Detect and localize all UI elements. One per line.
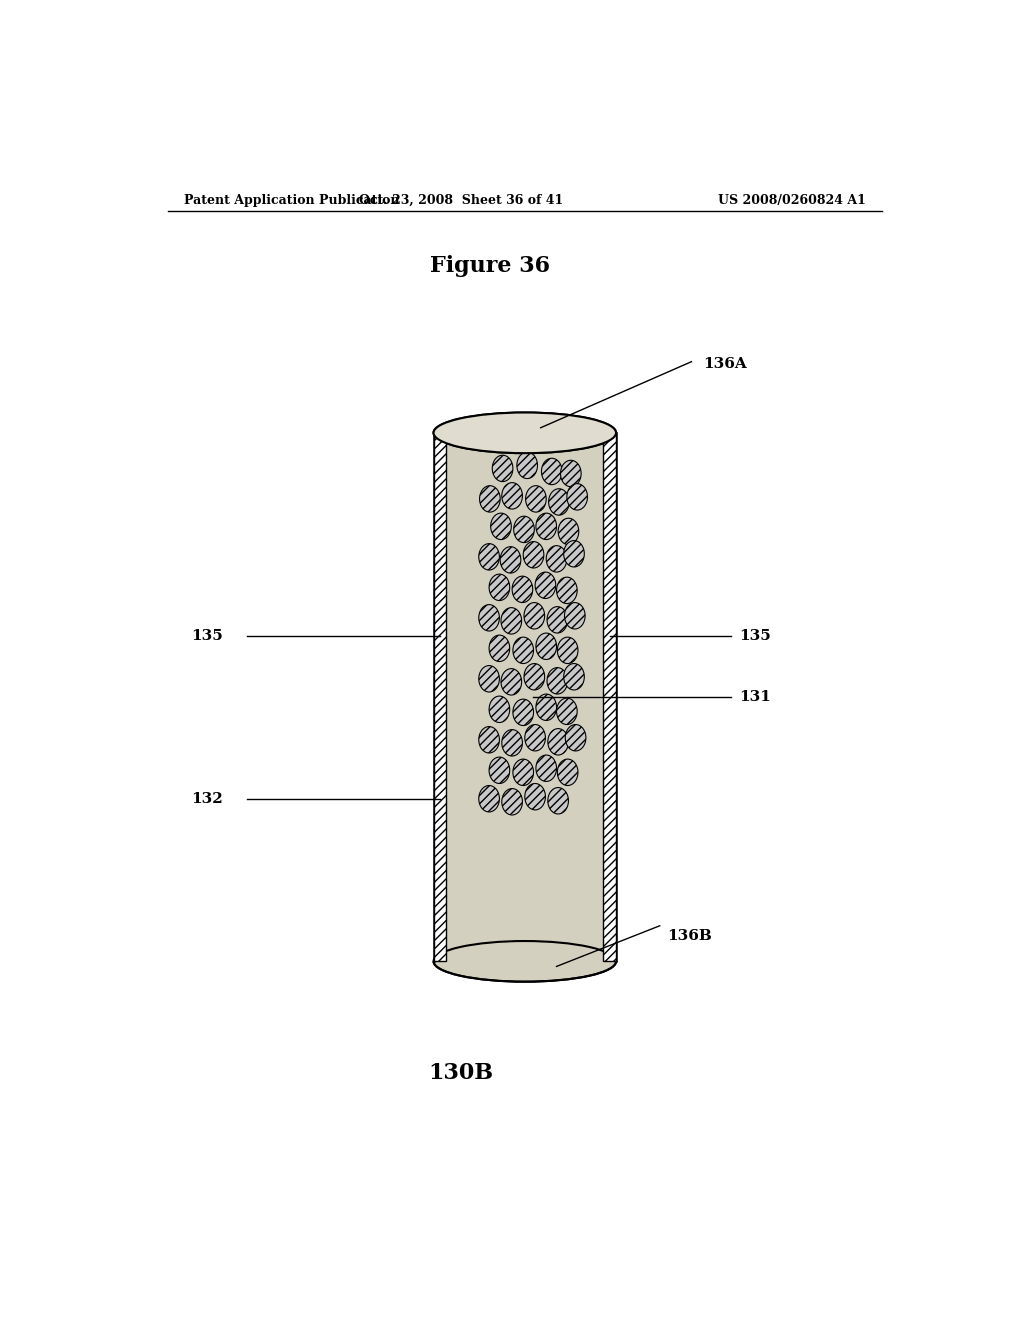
Ellipse shape — [536, 513, 557, 540]
Ellipse shape — [557, 577, 578, 603]
Ellipse shape — [500, 546, 521, 573]
Text: 132: 132 — [191, 792, 223, 805]
Ellipse shape — [564, 602, 585, 630]
Ellipse shape — [536, 694, 557, 721]
Ellipse shape — [557, 759, 578, 785]
Ellipse shape — [523, 541, 544, 568]
Ellipse shape — [557, 698, 578, 725]
Ellipse shape — [501, 669, 521, 696]
Text: 131: 131 — [739, 690, 771, 704]
Ellipse shape — [514, 516, 535, 543]
Ellipse shape — [563, 541, 585, 568]
Ellipse shape — [513, 700, 534, 726]
Ellipse shape — [490, 513, 511, 540]
Ellipse shape — [433, 413, 616, 453]
Ellipse shape — [502, 483, 522, 510]
Ellipse shape — [489, 696, 510, 722]
Ellipse shape — [524, 725, 546, 751]
Ellipse shape — [493, 455, 513, 482]
Ellipse shape — [489, 758, 510, 784]
Ellipse shape — [560, 461, 582, 487]
Text: Oct. 23, 2008  Sheet 36 of 41: Oct. 23, 2008 Sheet 36 of 41 — [359, 194, 563, 207]
Ellipse shape — [479, 544, 500, 570]
Ellipse shape — [479, 486, 500, 512]
Ellipse shape — [557, 638, 578, 664]
Text: 135: 135 — [739, 630, 771, 643]
Ellipse shape — [547, 668, 567, 694]
Ellipse shape — [542, 458, 562, 484]
Text: Figure 36: Figure 36 — [430, 255, 550, 277]
Ellipse shape — [536, 634, 557, 660]
Ellipse shape — [489, 574, 510, 601]
Ellipse shape — [433, 941, 616, 982]
Ellipse shape — [547, 607, 567, 634]
Bar — [433, 433, 616, 961]
Ellipse shape — [524, 784, 546, 810]
Ellipse shape — [546, 545, 567, 572]
Ellipse shape — [525, 486, 546, 512]
Text: 136A: 136A — [703, 356, 748, 371]
Text: 136B: 136B — [668, 929, 713, 942]
Text: US 2008/0260824 A1: US 2008/0260824 A1 — [718, 194, 866, 207]
Ellipse shape — [512, 576, 532, 602]
Ellipse shape — [479, 785, 500, 812]
Ellipse shape — [536, 755, 557, 781]
Ellipse shape — [479, 726, 500, 752]
Text: 130B: 130B — [429, 1063, 494, 1084]
Bar — [603, 433, 616, 961]
Ellipse shape — [517, 453, 538, 479]
Ellipse shape — [565, 725, 586, 751]
Ellipse shape — [502, 730, 522, 756]
Ellipse shape — [479, 605, 500, 631]
Ellipse shape — [513, 638, 534, 664]
Ellipse shape — [513, 759, 534, 785]
Ellipse shape — [524, 602, 545, 630]
Ellipse shape — [563, 664, 585, 690]
Ellipse shape — [501, 607, 521, 634]
Ellipse shape — [536, 572, 556, 598]
Ellipse shape — [549, 488, 569, 515]
Ellipse shape — [502, 788, 522, 814]
Ellipse shape — [548, 788, 568, 814]
Ellipse shape — [489, 635, 510, 661]
Ellipse shape — [558, 519, 579, 545]
Text: Patent Application Publication: Patent Application Publication — [183, 194, 399, 207]
Bar — [433, 433, 446, 961]
Ellipse shape — [524, 664, 545, 690]
Ellipse shape — [479, 665, 500, 692]
Text: 135: 135 — [191, 630, 223, 643]
Ellipse shape — [567, 483, 588, 510]
Ellipse shape — [548, 729, 568, 755]
Ellipse shape — [433, 413, 616, 453]
